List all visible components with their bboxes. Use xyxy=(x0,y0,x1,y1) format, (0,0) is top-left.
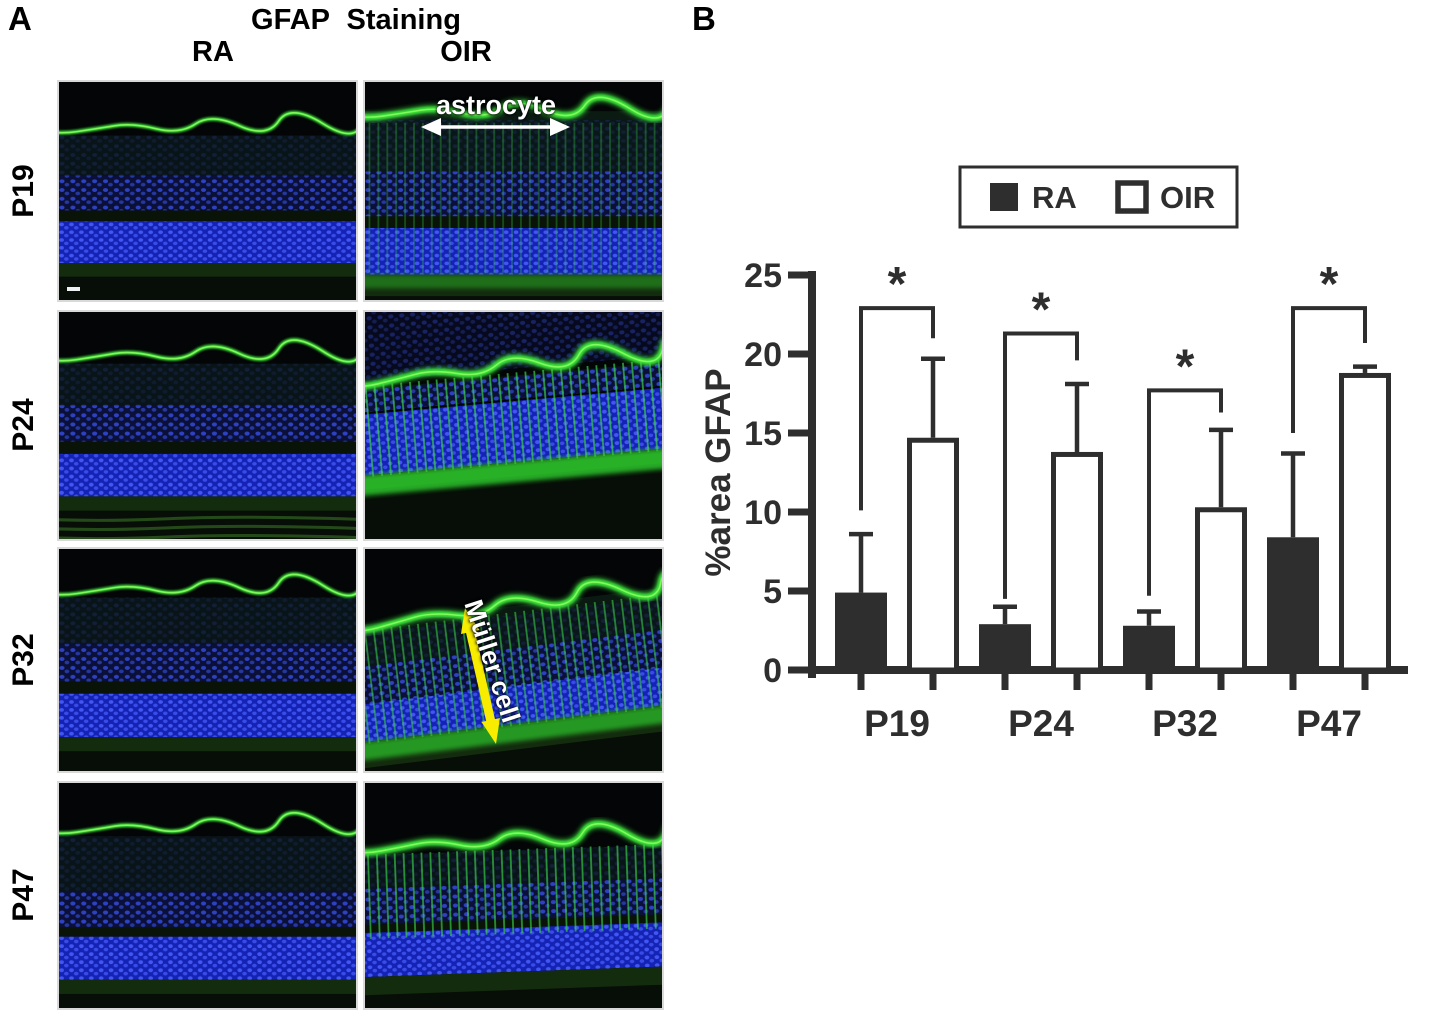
row-label-p19: P19 xyxy=(7,164,40,218)
muller-double-arrow-icon xyxy=(461,608,500,744)
x-tick xyxy=(1001,674,1009,690)
row-label-p32: P32 xyxy=(7,633,40,687)
legend-label-oir: OIR xyxy=(1160,180,1215,215)
micrograph-p47-oir xyxy=(363,781,664,1010)
x-tick xyxy=(1073,674,1081,690)
sig-bracket-p32 xyxy=(1147,388,1223,596)
legend-swatch-ra xyxy=(990,183,1018,211)
micrograph-p24-oir xyxy=(363,310,664,541)
micro-tissue xyxy=(365,312,662,539)
y-tick-label: 15 xyxy=(744,415,782,453)
micro-tissue xyxy=(59,810,356,1008)
row-label-p24: P24 xyxy=(7,398,40,452)
bar-ra-p32 xyxy=(1123,625,1175,670)
x-tick xyxy=(1217,674,1225,690)
sig-bracket-p24 xyxy=(1003,331,1079,599)
micro-tissue xyxy=(365,814,662,1008)
x-tick-label: P24 xyxy=(1008,703,1074,744)
sig-star-p32: * xyxy=(1176,340,1195,393)
x-tick xyxy=(857,674,865,690)
y-tick-label: 25 xyxy=(744,257,782,295)
micro-tissue xyxy=(59,338,356,539)
sig-star-p24: * xyxy=(1032,283,1051,336)
bar-ra-p47 xyxy=(1267,537,1319,670)
row-label-p47: P47 xyxy=(7,868,40,922)
y-tick-label: 10 xyxy=(744,494,782,532)
legend-label-ra: RA xyxy=(1032,180,1077,215)
bar-ra-p19 xyxy=(835,592,887,670)
micro-tissue xyxy=(365,565,662,771)
y-tick-label: 20 xyxy=(744,336,782,374)
micrograph-p19-oir xyxy=(363,80,664,302)
micro-tissue xyxy=(365,92,662,300)
y-tick xyxy=(788,271,808,279)
micrograph-p47-ra xyxy=(57,781,358,1010)
y-axis-title: %area GFAP xyxy=(699,368,738,576)
y-tick xyxy=(788,429,808,437)
sig-bracket-p19 xyxy=(859,306,935,511)
micrograph-p32-ra xyxy=(57,547,358,773)
scale-bar xyxy=(67,287,80,291)
x-tick-label: P47 xyxy=(1296,703,1362,744)
bar-oir-p19 xyxy=(907,437,959,673)
x-tick xyxy=(1361,674,1369,690)
gfap-bar-chart: RA OIR 0 5 10 15 20 25 %area GFAP P19 * P24 * P32 * P47… xyxy=(699,165,1408,744)
x-tick xyxy=(929,674,937,690)
y-tick xyxy=(788,587,808,595)
sig-bracket-p47 xyxy=(1291,306,1367,433)
panel-a-title: GFAP Staining xyxy=(251,4,461,36)
y-tick-label: 0 xyxy=(763,652,782,690)
astrocyte-double-arrow-icon xyxy=(421,118,570,136)
x-tick-label: P19 xyxy=(864,703,930,744)
y-tick xyxy=(788,666,808,674)
x-axis-line xyxy=(808,666,1408,674)
sig-star-p19: * xyxy=(888,258,907,311)
micrograph-p24-ra xyxy=(57,310,358,541)
sig-star-p47: * xyxy=(1320,258,1339,311)
bar-ra-p24 xyxy=(979,624,1031,670)
panel-a-label: A xyxy=(8,0,32,37)
y-tick xyxy=(788,350,808,358)
micro-tissue xyxy=(59,572,356,771)
astrocyte-annotation-label: astrocyte xyxy=(436,90,557,120)
y-tick-label: 5 xyxy=(763,573,782,611)
x-tick-label: P32 xyxy=(1152,703,1218,744)
micrograph-p19-ra xyxy=(57,80,358,302)
bar-oir-p32 xyxy=(1195,507,1247,673)
micrograph-p32-oir xyxy=(363,547,664,773)
column-header-oir: OIR xyxy=(440,36,492,68)
x-tick xyxy=(1289,674,1297,690)
column-header-ra: RA xyxy=(192,36,234,68)
bar-oir-p47 xyxy=(1339,372,1391,673)
panel-b-label: B xyxy=(692,0,716,37)
y-tick xyxy=(788,508,808,516)
bar-oir-p24 xyxy=(1051,451,1103,673)
micro-tissue xyxy=(59,110,356,300)
x-tick xyxy=(1145,674,1153,690)
legend-swatch-oir xyxy=(1115,180,1149,214)
y-axis-line xyxy=(808,271,816,678)
